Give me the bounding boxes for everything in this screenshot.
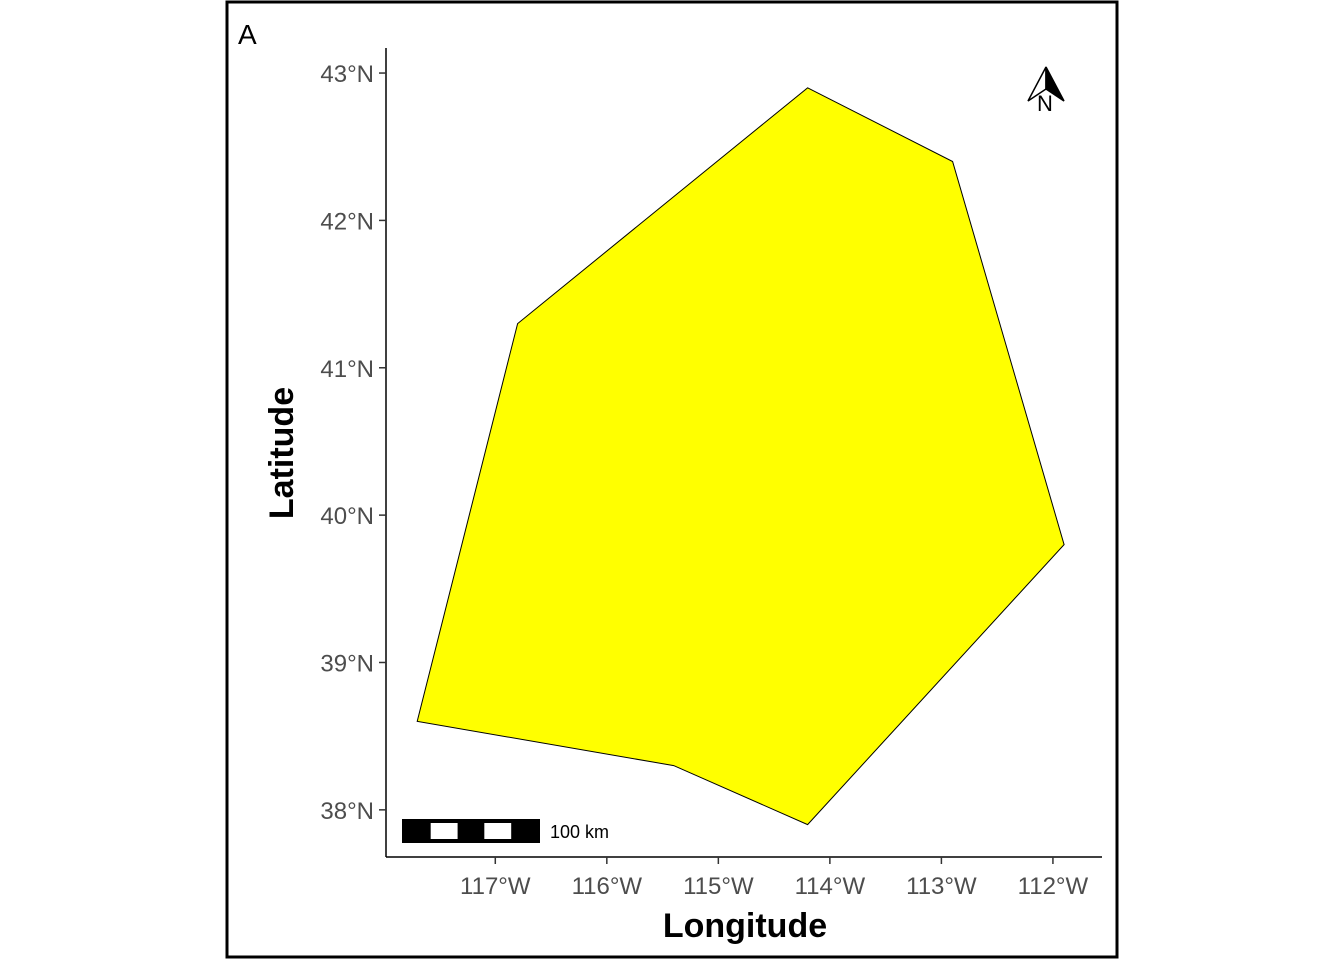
- y-tick-label: 39°N: [320, 650, 374, 677]
- scale-bar: 100 km: [402, 819, 609, 843]
- x-axis-ticks: 117°W 116°W 115°W 114°W 113°W 112°W: [460, 857, 1089, 900]
- x-axis-title: Longitude: [663, 907, 827, 945]
- panel-label: A: [238, 19, 257, 50]
- y-axis-title: Latitude: [263, 387, 301, 519]
- y-tick-label: 41°N: [320, 356, 374, 383]
- scale-bar-segment: [404, 821, 431, 841]
- scale-bar-segment: [484, 821, 512, 841]
- x-tick-label: 114°W: [795, 873, 866, 900]
- scale-bar-segment: [457, 821, 485, 841]
- y-axis-ticks: 38°N 39°N 40°N 41°N 42°N 43°N: [320, 61, 386, 825]
- y-tick-label: 38°N: [320, 798, 374, 825]
- x-tick-label: 117°W: [460, 873, 531, 900]
- x-tick-label: 115°W: [683, 873, 754, 900]
- north-arrow: N: [1027, 66, 1065, 116]
- x-tick-label: 116°W: [572, 873, 643, 900]
- region-polygon: [416, 87, 1065, 826]
- scale-bar-frame: [402, 819, 540, 843]
- y-tick-label: 43°N: [320, 61, 374, 88]
- north-arrow-icon-right: [1045, 66, 1065, 102]
- y-tick-label: 40°N: [320, 503, 374, 530]
- x-tick-label: 113°W: [906, 873, 977, 900]
- scale-bar-segment: [430, 821, 458, 841]
- y-tick-label: 42°N: [320, 208, 374, 235]
- scale-bar-label: 100 km: [550, 822, 609, 842]
- north-arrow-label: N: [1037, 91, 1053, 116]
- scale-bar-segment: [511, 821, 538, 841]
- x-tick-label: 112°W: [1018, 873, 1089, 900]
